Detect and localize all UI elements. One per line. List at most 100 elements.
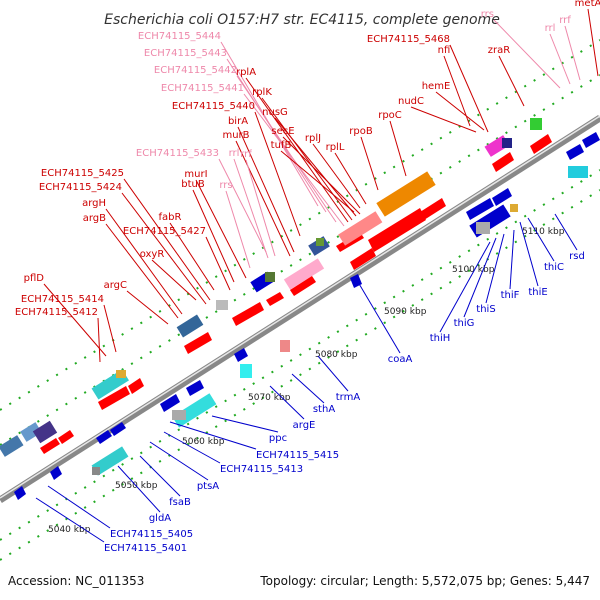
gene-label: thiH bbox=[430, 333, 451, 344]
feature-cds bbox=[530, 118, 542, 130]
gene-label: thiS bbox=[476, 304, 495, 315]
leader-line bbox=[211, 415, 279, 433]
gene-label: murB bbox=[222, 130, 249, 141]
tick-label: 5060 kbp bbox=[182, 437, 225, 447]
leader-line bbox=[261, 97, 353, 221]
leader-line bbox=[317, 355, 349, 392]
gene-label: argC bbox=[104, 280, 127, 291]
leader-line bbox=[245, 159, 276, 257]
leader-line bbox=[235, 140, 291, 257]
gene-label: ECH74115_5415 bbox=[256, 450, 339, 461]
gene-arrow-forward bbox=[420, 198, 446, 220]
gene-label: argE bbox=[293, 420, 316, 431]
leader-line bbox=[493, 19, 561, 89]
gene-label: thiF bbox=[501, 290, 520, 301]
leader-line bbox=[282, 136, 361, 215]
leader-line bbox=[233, 158, 269, 259]
gene-label: ECH74115_5444 bbox=[138, 31, 221, 42]
gene-label: metA bbox=[575, 0, 600, 9]
gc-track bbox=[0, 39, 600, 561]
leader-line bbox=[218, 158, 267, 253]
feature-cds bbox=[116, 370, 126, 378]
feature-cds bbox=[502, 138, 512, 148]
tick-label: 5100 kbp bbox=[452, 265, 495, 275]
feature-rrna bbox=[283, 258, 325, 290]
gene-arrow-reverse bbox=[234, 348, 248, 362]
gene-label: coaA bbox=[388, 354, 413, 365]
gene-label: rrl bbox=[229, 148, 240, 159]
gene-arrow-forward bbox=[290, 276, 316, 296]
tick-label: 5090 kbp bbox=[384, 307, 427, 317]
map-title: Escherichia coli O157:H7 str. EC4115, co… bbox=[104, 12, 500, 28]
gene-label: nfi bbox=[438, 45, 451, 56]
feature-cds bbox=[338, 211, 383, 246]
gene-arrow-reverse bbox=[50, 466, 62, 480]
gene-arrow-forward bbox=[58, 430, 74, 444]
feature-cds bbox=[280, 340, 290, 352]
gene-label: rplK bbox=[252, 87, 272, 98]
gc-dots-mid bbox=[0, 169, 600, 541]
gene-label: ECH74115_5468 bbox=[367, 34, 450, 45]
gene-label: ECH74115_5413 bbox=[220, 464, 303, 475]
gene-label: rpoB bbox=[349, 126, 373, 137]
gene-label: ECH74115_5441 bbox=[161, 83, 244, 94]
leader-line bbox=[151, 259, 197, 301]
leader-line bbox=[126, 290, 169, 325]
feature-cds bbox=[32, 420, 58, 444]
leader-line bbox=[105, 208, 183, 315]
leader-line bbox=[498, 55, 525, 107]
leader-line bbox=[334, 152, 367, 205]
feature-rrna bbox=[20, 422, 42, 442]
feature-cds bbox=[265, 272, 275, 282]
leader-line bbox=[280, 150, 355, 213]
feature-cds bbox=[216, 300, 228, 310]
leader-line bbox=[163, 431, 221, 464]
gene-label: rplA bbox=[236, 67, 256, 78]
leader-line bbox=[274, 117, 357, 217]
leader-lines bbox=[35, 8, 599, 543]
gene-label: birA bbox=[228, 116, 248, 127]
gene-label: ECH74115_5424 bbox=[39, 182, 122, 193]
gene-label: gldA bbox=[149, 513, 171, 524]
gene-arrow-reverse bbox=[186, 380, 204, 396]
leader-line bbox=[463, 237, 497, 318]
tick-label: 5040 kbp bbox=[48, 525, 91, 535]
leader-line bbox=[105, 223, 179, 319]
gene-label: ECH74115_5440 bbox=[172, 101, 255, 112]
leader-line bbox=[254, 111, 301, 237]
gene-arrow-reverse bbox=[96, 430, 112, 444]
gene-arrow-reverse bbox=[566, 144, 584, 160]
gene-label: sthA bbox=[313, 404, 335, 415]
leader-line bbox=[123, 178, 211, 301]
gene-label: argH bbox=[82, 198, 106, 209]
feature-cds bbox=[376, 171, 436, 217]
leader-line bbox=[243, 93, 345, 227]
gene-label: trmA bbox=[336, 392, 361, 403]
feature-cds bbox=[476, 222, 490, 234]
gene-arrow-forward bbox=[232, 302, 264, 326]
leader-line bbox=[554, 213, 578, 251]
gene-arrow-forward bbox=[350, 248, 376, 270]
leader-line bbox=[236, 75, 337, 223]
leader-line bbox=[121, 192, 207, 305]
gene-label: rrf bbox=[240, 149, 252, 160]
gene-label: rplJ bbox=[305, 133, 321, 144]
gene-label: murI bbox=[184, 169, 207, 180]
gene-label: ECH74115_5401 bbox=[104, 543, 187, 554]
leader-line bbox=[195, 179, 247, 279]
gene-arrow-forward bbox=[368, 208, 426, 252]
leader-line bbox=[43, 283, 107, 357]
gene-label: fabR bbox=[159, 212, 182, 223]
leader-line bbox=[564, 25, 581, 81]
gc-dots-inner bbox=[0, 189, 600, 561]
gene-arrow-forward bbox=[40, 438, 60, 454]
gene-label: nusG bbox=[262, 107, 288, 118]
tick-label: 5110 kbp bbox=[522, 227, 565, 237]
feature-cds bbox=[172, 410, 186, 420]
leader-line bbox=[360, 136, 379, 191]
leader-line bbox=[485, 233, 505, 304]
gene-label: btuB bbox=[181, 179, 205, 190]
leader-line bbox=[549, 33, 571, 85]
leader-line bbox=[449, 44, 489, 133]
gene-arrow-reverse bbox=[466, 198, 494, 220]
